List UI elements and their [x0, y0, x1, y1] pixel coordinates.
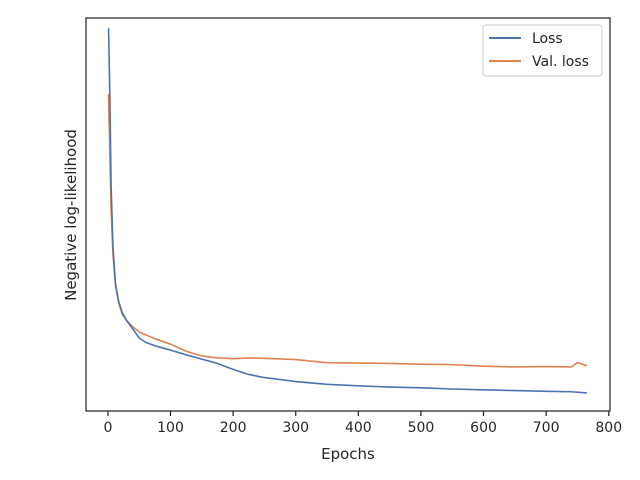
legend-label-val-loss: Val. loss	[532, 54, 589, 70]
x-tick-label: 0	[103, 420, 112, 436]
x-tick-label: 100	[157, 420, 184, 436]
x-tick-label: 700	[533, 420, 560, 436]
x-axis-ticks: 0 100 200 300 400 500 600 700 800	[103, 411, 622, 436]
x-axis-label: Epochs	[321, 445, 375, 463]
x-tick-label: 200	[220, 420, 247, 436]
x-tick-label: 800	[595, 420, 622, 436]
legend-label-loss: Loss	[532, 31, 563, 47]
series-line-loss	[107, 28, 587, 394]
x-tick-label: 400	[345, 420, 372, 436]
x-tick-label: 500	[408, 420, 435, 436]
x-tick-label: 600	[470, 420, 497, 436]
series-layer	[107, 28, 588, 394]
x-tick-label: 300	[282, 420, 309, 436]
plot-frame	[85, 17, 611, 412]
legend: Loss Val. loss	[482, 24, 603, 77]
y-axis-label: Negative log-likelihood	[62, 129, 80, 301]
